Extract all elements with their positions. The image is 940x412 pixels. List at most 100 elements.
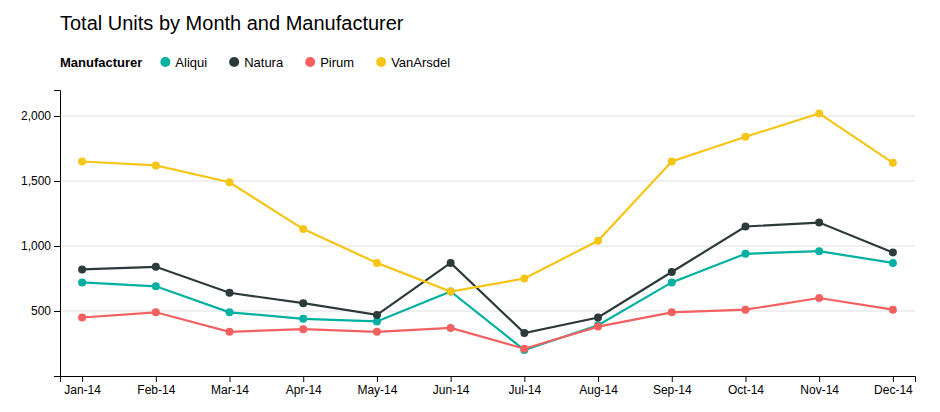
- point: [447, 288, 455, 296]
- point: [668, 268, 676, 276]
- grid-line: [60, 116, 915, 117]
- point: [447, 259, 455, 267]
- y-tick-mark: [54, 246, 60, 247]
- point: [520, 329, 528, 337]
- point: [152, 282, 160, 290]
- y-axis: 500 1,000 1,500 2,000: [21, 91, 61, 377]
- point: [373, 328, 381, 336]
- x-tick-label: May-14: [357, 383, 397, 397]
- x-tick-mark: [893, 376, 894, 382]
- y-tick-mark: [54, 311, 60, 312]
- point: [741, 306, 749, 314]
- point: [152, 161, 160, 169]
- point: [226, 328, 234, 336]
- point: [299, 325, 307, 333]
- y-tick-mark: [54, 116, 60, 117]
- point: [889, 259, 897, 267]
- grid: [60, 116, 915, 311]
- point: [226, 178, 234, 186]
- x-tick-label: Oct-14: [728, 383, 764, 397]
- x-tick-mark: [82, 376, 83, 382]
- point: [889, 159, 897, 167]
- legend-label: VanArsdel: [391, 55, 450, 70]
- x-tick: Apr-14: [286, 376, 322, 397]
- legend-label: Natura: [244, 55, 284, 70]
- point: [78, 158, 86, 166]
- x-tick: May-14: [357, 376, 397, 397]
- point: [447, 288, 455, 296]
- grid-line: [60, 246, 915, 247]
- x-tick-mark: [819, 376, 820, 382]
- point: [373, 311, 381, 319]
- grid-line: [60, 181, 915, 182]
- y-tick: 1,000: [21, 239, 60, 253]
- point: [520, 345, 528, 353]
- point: [815, 294, 823, 302]
- legend-item: Natura: [229, 55, 284, 70]
- marks: [78, 109, 897, 354]
- series-line: [82, 251, 893, 350]
- series-line: [82, 298, 893, 349]
- x-tick-label: Nov-14: [800, 383, 839, 397]
- x-tick-label: Sep-14: [653, 383, 692, 397]
- point: [299, 299, 307, 307]
- x-tick-mark: [303, 376, 304, 382]
- point: [78, 278, 86, 286]
- legend-marker: [160, 57, 170, 67]
- point: [668, 278, 676, 286]
- point: [226, 308, 234, 316]
- point: [594, 323, 602, 331]
- title: Total Units by Month and Manufacturer: [60, 12, 404, 34]
- x-axis: Jan-14Feb-14Mar-14Apr-14May-14Jun-14Jul-…: [61, 376, 916, 397]
- x-tick-mark: [524, 376, 525, 382]
- point: [889, 249, 897, 257]
- point: [741, 250, 749, 258]
- point: [594, 314, 602, 322]
- x-tick-mark: [745, 376, 746, 382]
- legend-item: Aliqui: [160, 55, 207, 70]
- point: [299, 315, 307, 323]
- x-tick-mark: [451, 376, 452, 382]
- point: [299, 225, 307, 233]
- x-tick: Jul-14: [509, 376, 542, 397]
- point: [152, 263, 160, 271]
- x-tick-mark: [230, 376, 231, 382]
- chart: Total Units by Month and Manufacturer Man…: [0, 0, 940, 412]
- y-tick-label: 1,500: [21, 174, 51, 188]
- point: [520, 275, 528, 283]
- legend: ManufacturerAliquiNaturaPirumVanArsdel: [60, 55, 450, 70]
- x-tick: Dec-14: [874, 376, 913, 397]
- series-line: [82, 223, 893, 334]
- point: [741, 133, 749, 141]
- point: [668, 158, 676, 166]
- y-tick-label: 500: [31, 304, 51, 318]
- legend-label: Aliqui: [175, 55, 207, 70]
- point: [668, 308, 676, 316]
- x-tick-mark: [377, 376, 378, 382]
- point: [152, 308, 160, 316]
- legend-item: VanArsdel: [376, 55, 450, 70]
- x-tick: Sep-14: [653, 376, 692, 397]
- x-tick-label: Feb-14: [137, 383, 175, 397]
- x-tick-mark: [598, 376, 599, 382]
- x-tick-label: Aug-14: [579, 383, 618, 397]
- legend-marker: [305, 57, 315, 67]
- x-tick: Nov-14: [800, 376, 839, 397]
- point: [78, 265, 86, 273]
- x-tick: Feb-14: [137, 376, 175, 397]
- y-tick: 500: [31, 304, 60, 318]
- grid-line: [60, 311, 915, 312]
- x-tick-label: Apr-14: [286, 383, 322, 397]
- series-line: [82, 113, 893, 291]
- point: [373, 259, 381, 267]
- x-tick: Jun-14: [433, 376, 470, 397]
- x-tick-label: Dec-14: [874, 383, 913, 397]
- plot: 5001,0001,5002,000Jan-14Feb-14Mar-14Apr-…: [21, 91, 916, 397]
- y-tick: 2,000: [21, 109, 60, 123]
- legend-title: Manufacturer: [60, 55, 142, 70]
- x-tick: Oct-14: [728, 376, 764, 397]
- x-tick: Aug-14: [579, 376, 618, 397]
- x-tick: Jan-14: [64, 376, 101, 397]
- legend-marker: [229, 57, 239, 67]
- y-axis-line: [54, 91, 61, 377]
